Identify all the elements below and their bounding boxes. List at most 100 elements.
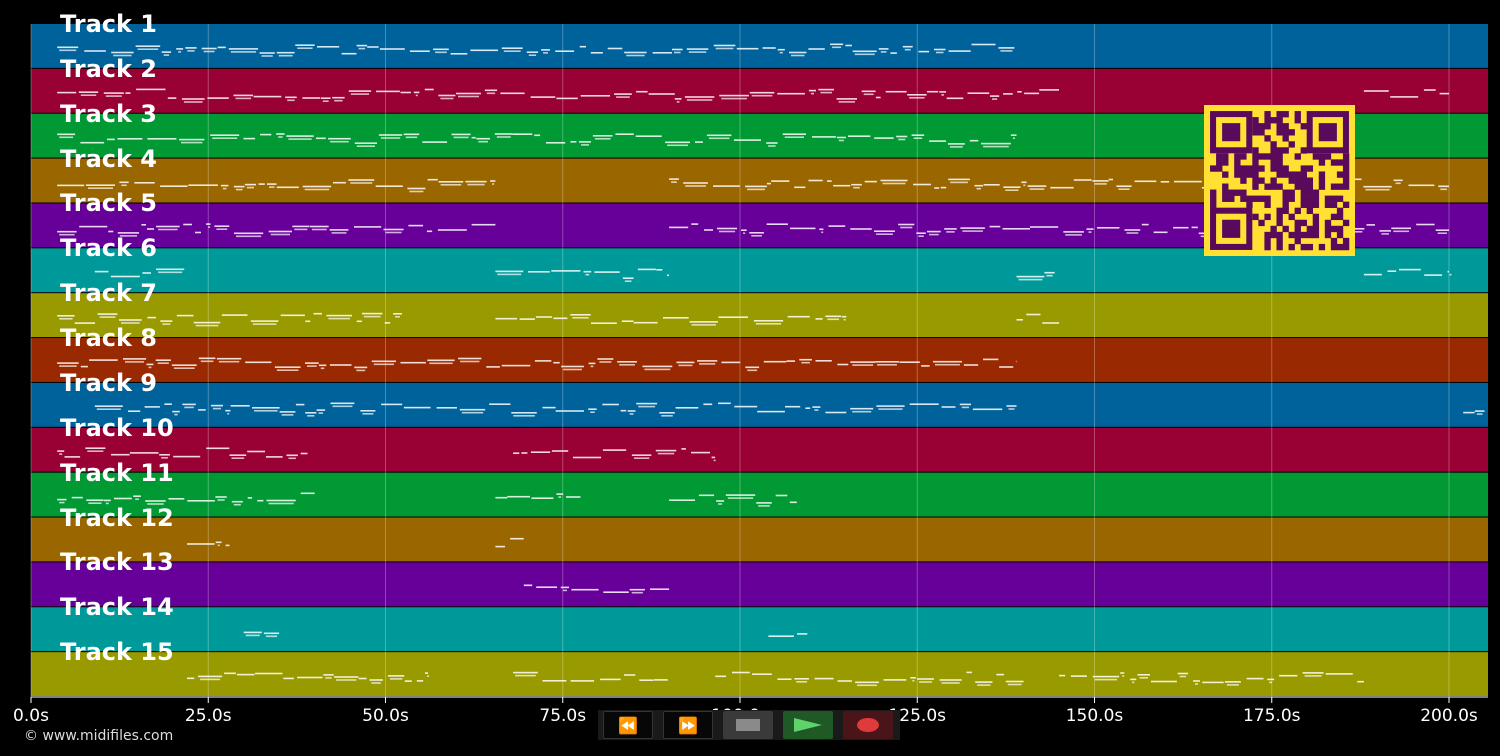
qr-module: [1210, 195, 1217, 202]
note: [304, 188, 330, 191]
note: [1302, 672, 1324, 674]
note: [899, 361, 920, 363]
note: [302, 185, 332, 188]
note: [471, 136, 476, 139]
note: [231, 457, 245, 459]
qr-module: [1288, 141, 1295, 148]
note: [949, 146, 963, 148]
note: [941, 406, 956, 408]
note: [602, 403, 619, 406]
note: [534, 360, 552, 362]
note: [1365, 188, 1390, 191]
note: [624, 280, 632, 282]
note: [913, 183, 931, 186]
record-button[interactable]: [843, 711, 893, 739]
note: [1044, 271, 1055, 274]
note: [686, 48, 709, 50]
copyright-text: © www.midifiles.com: [24, 728, 174, 744]
note: [969, 139, 979, 142]
qr-module: [1264, 135, 1271, 142]
play-button[interactable]: [783, 711, 833, 739]
note: [97, 313, 118, 315]
note: [245, 634, 260, 637]
note: [875, 361, 899, 363]
note: [295, 44, 315, 46]
note: [212, 407, 221, 410]
note: [1366, 224, 1375, 226]
note: [125, 92, 131, 94]
note: [998, 47, 1015, 49]
note: [785, 405, 801, 408]
note: [912, 680, 915, 682]
note: [235, 188, 243, 191]
note: [395, 316, 400, 318]
qr-module: [1288, 129, 1295, 136]
tick-label: 175.0s: [1242, 706, 1301, 726]
note: [1476, 413, 1483, 415]
note: [885, 90, 907, 93]
note: [492, 183, 495, 185]
note: [572, 317, 589, 319]
note: [1073, 179, 1092, 181]
fast-forward-button[interactable]: ⏩: [663, 711, 713, 739]
note: [782, 133, 806, 135]
rewind-icon: ⏪: [618, 715, 638, 735]
tick-label: 75.0s: [539, 706, 587, 726]
note: [718, 402, 731, 405]
qr-module: [1282, 135, 1289, 142]
note: [108, 230, 114, 233]
note: [708, 137, 730, 140]
note: [779, 51, 783, 54]
track-label: Track 5: [60, 189, 158, 218]
note: [147, 503, 164, 505]
note: [210, 404, 223, 407]
note: [278, 54, 293, 57]
qr-module: [1252, 117, 1259, 124]
rewind-button[interactable]: ⏪: [603, 711, 653, 739]
note: [1447, 270, 1449, 273]
note: [233, 503, 241, 506]
note: [745, 185, 767, 188]
qr-module: [1324, 225, 1332, 233]
note: [579, 141, 591, 143]
note: [217, 499, 225, 501]
qr-finder: [1210, 207, 1253, 250]
note: [1153, 231, 1168, 234]
note: [334, 99, 343, 102]
note: [228, 48, 259, 50]
note: [123, 358, 147, 360]
note: [162, 323, 171, 325]
note: [555, 410, 584, 412]
note: [267, 183, 277, 185]
note: [917, 678, 934, 680]
note: [616, 96, 630, 98]
note: [1408, 184, 1435, 187]
qr-module: [1342, 201, 1350, 208]
note: [743, 232, 746, 234]
qr-module: [1258, 219, 1265, 227]
note: [333, 181, 346, 184]
stop-button[interactable]: [723, 711, 773, 739]
note: [639, 679, 654, 681]
note: [999, 366, 1014, 368]
qr-module: [1276, 165, 1283, 172]
note: [288, 138, 312, 140]
note: [883, 679, 907, 681]
note: [244, 183, 256, 186]
note: [553, 317, 568, 320]
note: [771, 180, 790, 182]
qr-module: [1276, 153, 1283, 160]
note: [966, 671, 972, 674]
note: [425, 672, 428, 674]
note: [489, 403, 511, 405]
note: [808, 48, 825, 50]
note: [556, 97, 578, 100]
track-notes: [187, 537, 524, 548]
note: [278, 136, 283, 138]
note: [495, 545, 505, 548]
note: [348, 90, 372, 92]
note: [198, 675, 223, 678]
note: [591, 322, 617, 324]
note: [543, 52, 548, 54]
note: [99, 316, 116, 318]
